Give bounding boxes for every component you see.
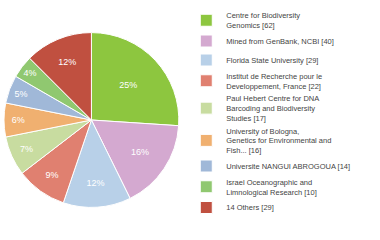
svg-text:12%: 12% [87, 178, 105, 188]
svg-text:Paul Hebert Centre for DNABarc: Paul Hebert Centre for DNABarcoding and … [226, 94, 319, 123]
svg-text:Institut de Recherche pour leD: Institut de Recherche pour leDeveloppeme… [226, 72, 322, 91]
svg-text:6%: 6% [12, 115, 25, 125]
svg-text:Israel Oceanographic andLimnol: Israel Oceanographic andLimnological Res… [226, 178, 316, 197]
svg-text:Florida State University [29]: Florida State University [29] [226, 56, 318, 65]
svg-text:4%: 4% [24, 68, 37, 78]
svg-text:Universite NANGUI ABROGOUA [14: Universite NANGUI ABROGOUA [14] [226, 162, 350, 171]
svg-text:University of Bologna,Genetics: University of Bologna,Genetics for Envir… [226, 127, 331, 156]
svg-text:25%: 25% [119, 80, 137, 90]
svg-text:Mined from GenBank, NCBI [40]: Mined from GenBank, NCBI [40] [226, 37, 334, 46]
svg-text:12%: 12% [58, 57, 76, 67]
svg-text:Centre for BiodiversityGenomic: Centre for BiodiversityGenomics [62] [226, 11, 300, 30]
svg-text:7%: 7% [20, 144, 33, 154]
svg-text:14 Others [29]: 14 Others [29] [226, 203, 274, 212]
svg-text:9%: 9% [45, 170, 58, 180]
svg-text:16%: 16% [131, 147, 149, 157]
svg-text:5%: 5% [15, 89, 28, 99]
